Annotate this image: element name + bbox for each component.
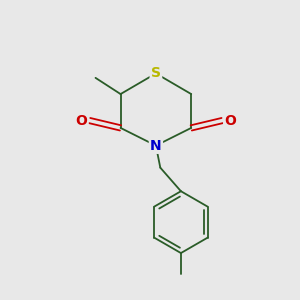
- Text: S: S: [151, 66, 161, 80]
- Text: O: O: [76, 114, 87, 128]
- Text: O: O: [224, 114, 236, 128]
- Text: N: N: [150, 139, 162, 153]
